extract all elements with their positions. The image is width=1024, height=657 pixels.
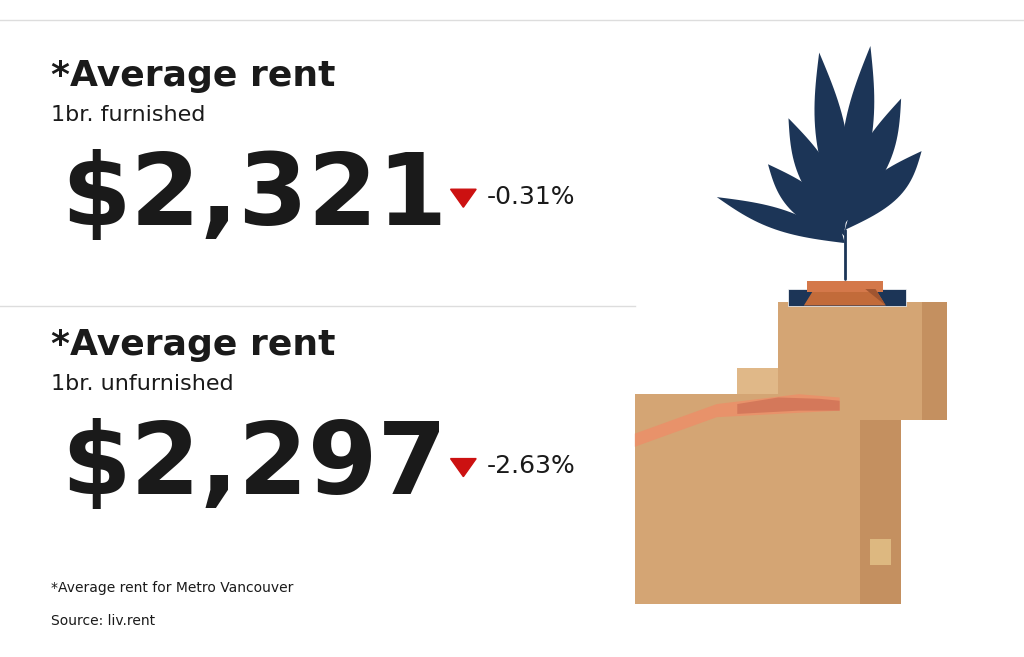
Polygon shape — [845, 151, 922, 230]
Polygon shape — [451, 459, 476, 477]
FancyBboxPatch shape — [807, 281, 883, 292]
Text: -2.63%: -2.63% — [486, 455, 575, 478]
Polygon shape — [737, 368, 860, 394]
Text: $2,297: $2,297 — [61, 418, 447, 515]
Text: 1br. furnished: 1br. furnished — [51, 105, 206, 125]
FancyBboxPatch shape — [635, 394, 860, 604]
Polygon shape — [865, 289, 886, 306]
Polygon shape — [841, 46, 874, 223]
FancyBboxPatch shape — [860, 394, 901, 604]
Text: Source: liv.rent: Source: liv.rent — [51, 614, 156, 628]
FancyBboxPatch shape — [788, 289, 906, 306]
Polygon shape — [737, 397, 840, 414]
Polygon shape — [451, 189, 476, 208]
Text: 1br. unfurnished: 1br. unfurnished — [51, 374, 233, 394]
FancyBboxPatch shape — [778, 302, 922, 420]
Text: *Average rent: *Average rent — [51, 328, 336, 363]
Text: $2,321: $2,321 — [61, 148, 447, 246]
FancyBboxPatch shape — [922, 302, 947, 420]
Polygon shape — [717, 197, 845, 243]
Text: *Average rent: *Average rent — [51, 59, 336, 93]
Text: *Average rent for Metro Vancouver: *Average rent for Metro Vancouver — [51, 581, 294, 595]
Polygon shape — [814, 53, 850, 230]
Polygon shape — [635, 394, 840, 447]
Text: -0.31%: -0.31% — [486, 185, 574, 209]
Polygon shape — [845, 99, 901, 223]
Polygon shape — [768, 164, 845, 243]
Polygon shape — [804, 289, 886, 306]
FancyBboxPatch shape — [870, 539, 891, 565]
Polygon shape — [788, 118, 845, 237]
